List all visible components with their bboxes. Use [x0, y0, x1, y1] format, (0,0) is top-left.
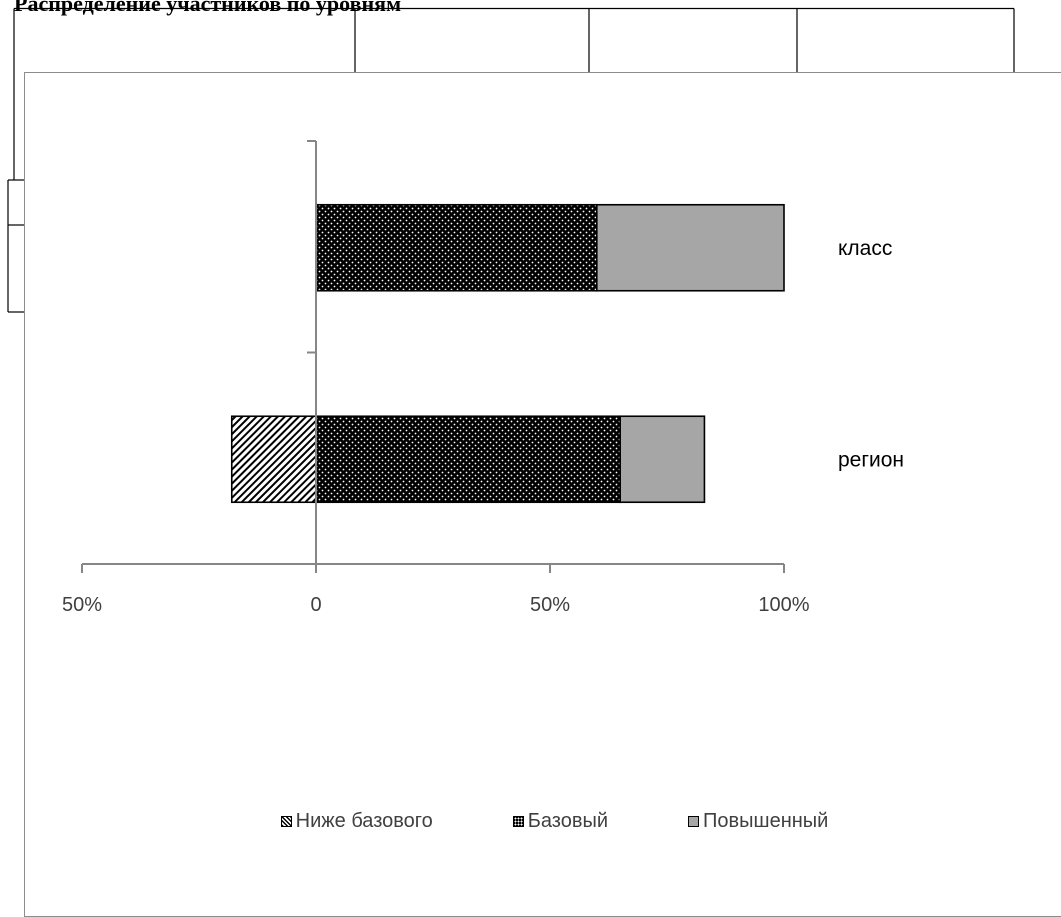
legend-swatch-gray — [688, 815, 700, 827]
bar-segment-2-класс — [315, 203, 598, 292]
legend-swatch-dots — [512, 815, 524, 827]
category-label: регион — [838, 448, 904, 471]
x-tick-label: 50% — [62, 594, 102, 616]
legend-label: Ниже базового — [295, 809, 433, 832]
bar-segment-3-регион — [619, 415, 706, 504]
legend-label: Базовый — [527, 809, 609, 832]
background-table — [7, 7, 1015, 313]
chart-legend: Ниже базового Базовый Повышенный — [0, 806, 1061, 836]
x-tick-label: 0 — [310, 594, 321, 616]
legend-swatch-hatch — [280, 815, 292, 827]
x-tick-label: 50% — [530, 594, 570, 616]
legend-item-advanced: Повышенный — [688, 810, 828, 833]
bar-segment-2-регион — [315, 415, 622, 504]
legend-label: Повышенный — [703, 809, 829, 832]
legend-item-basic: Базовый — [512, 809, 609, 833]
bar-segment-3-класс — [595, 203, 785, 292]
category-label: класс — [838, 237, 892, 260]
legend-item-below-basic: Ниже базового — [280, 809, 433, 833]
x-tick-label: 100% — [758, 594, 809, 616]
bar-segment-1-регион — [230, 415, 317, 504]
